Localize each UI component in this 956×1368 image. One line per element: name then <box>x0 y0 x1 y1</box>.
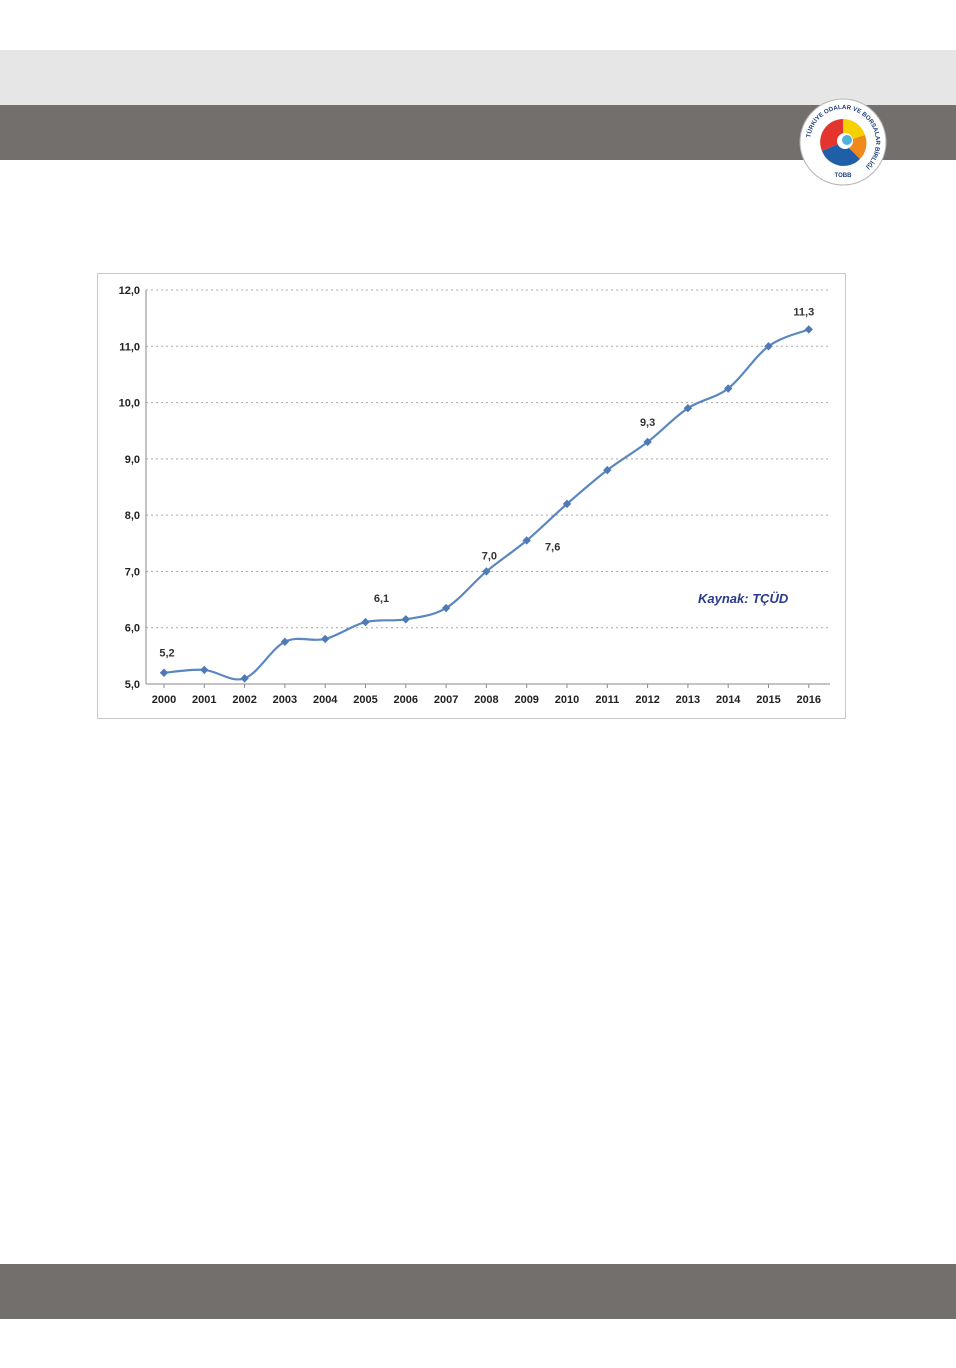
data-point-marker <box>200 665 209 675</box>
data-point-marker <box>643 437 652 447</box>
x-tick-label: 2016 <box>797 694 821 706</box>
tobb-logo: TÜRKİYE ODALAR VE BORSALAR BİRLİĞİ TOBB <box>798 97 888 187</box>
y-axis: 5,0 6,0 7,0 8,0 9,0 10,0 11,0 12,0 <box>119 285 147 691</box>
y-tick-label: 11,0 <box>119 341 140 353</box>
x-tick-label: 2011 <box>595 694 619 706</box>
x-tick-label: 2005 <box>353 694 377 706</box>
data-point-marker <box>683 404 693 413</box>
x-tick-label: 2013 <box>676 694 700 706</box>
x-tick-label: 2008 <box>474 694 498 706</box>
logo-abbr: TOBB <box>835 173 853 179</box>
y-tick-label: 7,0 <box>125 566 140 578</box>
x-tick-label: 2006 <box>394 694 418 706</box>
y-tick-label: 8,0 <box>125 510 140 522</box>
line-chart: 5,0 6,0 7,0 8,0 9,0 10,0 11,0 12,0 2000 2001 2002… <box>119 285 830 706</box>
data-label: 7,0 <box>482 550 497 562</box>
source-annotation: Kaynak: TÇÜD <box>698 591 789 606</box>
data-point-marker <box>764 342 773 351</box>
x-tick-label: 2000 <box>152 694 176 706</box>
y-tick-label: 5,0 <box>125 679 140 691</box>
y-tick-label: 10,0 <box>119 398 140 410</box>
y-tick-label: 6,0 <box>125 623 140 635</box>
data-point-marker <box>482 567 491 576</box>
x-tick-label: 2014 <box>716 694 741 706</box>
x-axis: 2000 2001 2002 2003 2004 2005 2006 2007 2008 2009… <box>146 683 830 706</box>
y-tick-label: 9,0 <box>125 454 140 466</box>
data-label: 9,3 <box>640 417 655 429</box>
x-tick-label: 2004 <box>313 694 338 706</box>
data-point-marker <box>361 617 370 627</box>
x-tick-label: 2003 <box>273 694 297 706</box>
data-point-marker <box>159 668 169 677</box>
x-tick-label: 2001 <box>192 694 216 706</box>
data-label: 5,2 <box>159 648 174 660</box>
data-label: 11,3 <box>793 306 814 318</box>
header-band-light <box>0 50 956 105</box>
x-tick-label: 2002 <box>232 694 256 706</box>
footer-band <box>0 1264 956 1319</box>
x-tick-label: 2009 <box>514 694 538 706</box>
x-tick-label: 2015 <box>756 694 780 706</box>
data-point-marker <box>240 674 249 683</box>
header-band-dark <box>0 105 956 160</box>
data-label: 7,6 <box>545 541 560 553</box>
data-label: 6,1 <box>374 593 389 605</box>
data-point-marker <box>441 603 451 613</box>
series-line <box>163 328 810 681</box>
grid-lines <box>146 289 830 685</box>
data-point-marker <box>321 634 330 644</box>
x-tick-label: 2010 <box>555 694 579 706</box>
data-point-marker <box>804 325 813 334</box>
y-tick-label: 12,0 <box>119 285 140 297</box>
data-point-marker <box>724 384 733 393</box>
series-markers <box>159 325 813 683</box>
x-tick-label: 2012 <box>635 694 659 706</box>
x-tick-label: 2007 <box>434 694 458 706</box>
data-labels: 5,2 6,1 7,0 7,6 9,3 11,3 <box>159 306 814 659</box>
data-point-marker <box>562 499 572 509</box>
chart-frame: 5,0 6,0 7,0 8,0 9,0 10,0 11,0 12,0 2000 2001 2002… <box>97 273 846 719</box>
data-point-marker <box>401 615 410 624</box>
